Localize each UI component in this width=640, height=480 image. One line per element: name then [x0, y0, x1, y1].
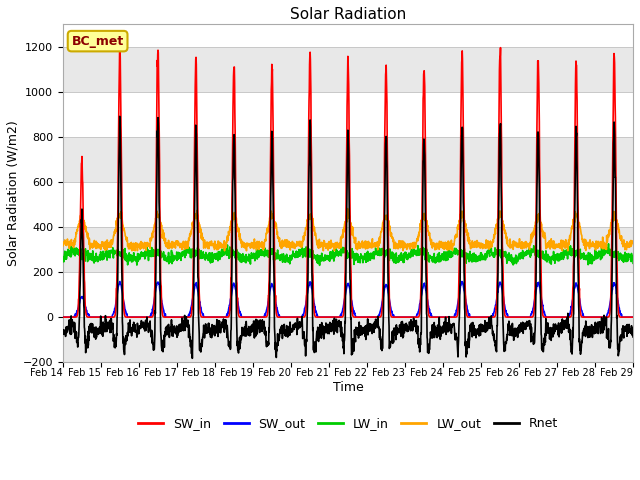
SW_out	[378, 305, 385, 311]
LW_in	[629, 260, 637, 266]
SW_out	[514, 314, 522, 320]
LW_in	[579, 254, 587, 260]
Rnet	[515, 324, 522, 330]
LW_out	[128, 248, 136, 253]
Text: BC_met: BC_met	[72, 35, 124, 48]
SW_out	[218, 314, 226, 320]
Rnet	[219, 320, 227, 326]
X-axis label: Time: Time	[333, 381, 364, 394]
SW_out	[629, 314, 637, 320]
Title: Solar Radiation: Solar Radiation	[290, 7, 406, 22]
SW_in	[59, 314, 67, 320]
SW_out	[579, 312, 587, 318]
Bar	[63, 137, 633, 182]
SW_in	[629, 314, 637, 320]
LW_out	[218, 241, 226, 247]
Line: LW_in: LW_in	[63, 244, 633, 265]
Legend: SW_in, SW_out, LW_in, LW_out, Rnet: SW_in, SW_out, LW_in, LW_out, Rnet	[133, 412, 563, 435]
Rnet	[629, 334, 637, 340]
Rnet	[378, 340, 385, 346]
Line: Rnet: Rnet	[63, 116, 633, 359]
LW_out	[344, 205, 351, 211]
LW_in	[378, 250, 385, 256]
SW_out	[595, 314, 603, 320]
Line: SW_in: SW_in	[63, 44, 633, 317]
Line: LW_out: LW_out	[63, 208, 633, 251]
Rnet	[116, 113, 124, 119]
Rnet	[365, 328, 373, 334]
SW_in	[579, 314, 587, 320]
LW_in	[59, 258, 67, 264]
LW_in	[595, 250, 603, 255]
SW_out	[59, 314, 67, 320]
SW_in	[595, 314, 603, 320]
LW_in	[514, 258, 522, 264]
LW_out	[579, 237, 587, 242]
Rnet	[579, 333, 587, 338]
LW_out	[365, 242, 373, 248]
LW_in	[218, 253, 226, 259]
SW_in	[218, 314, 226, 320]
LW_in	[605, 241, 612, 247]
SW_in	[378, 313, 385, 319]
LW_out	[629, 240, 637, 246]
LW_in	[365, 255, 372, 261]
Line: SW_out: SW_out	[63, 281, 633, 317]
Bar	[63, 47, 633, 92]
Rnet	[59, 331, 67, 336]
SW_in	[514, 314, 522, 320]
SW_out	[116, 278, 124, 284]
Bar	[63, 227, 633, 272]
LW_out	[595, 242, 603, 248]
SW_in	[365, 314, 372, 320]
Y-axis label: Solar Radiation (W/m2): Solar Radiation (W/m2)	[7, 120, 20, 266]
Rnet	[189, 356, 196, 361]
Bar	[63, 317, 633, 362]
SW_in	[116, 41, 124, 47]
Rnet	[595, 319, 603, 325]
LW_out	[378, 229, 385, 235]
LW_in	[316, 263, 323, 268]
LW_out	[515, 244, 522, 250]
LW_out	[59, 241, 67, 247]
SW_out	[365, 314, 372, 320]
